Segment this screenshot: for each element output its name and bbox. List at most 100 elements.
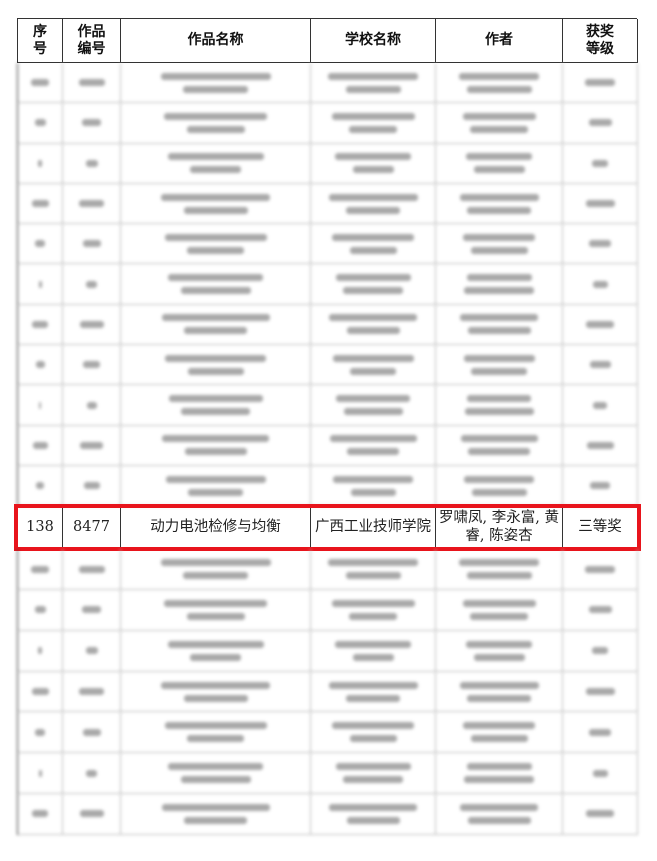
blurred-cell [563, 345, 638, 386]
blurred-text [349, 246, 397, 254]
blurred-text [585, 200, 615, 208]
blurred-cell [121, 143, 311, 184]
blurred-text [85, 647, 98, 655]
blurred-text [186, 612, 245, 620]
blurred-text [168, 274, 263, 282]
blurred-cell [18, 712, 63, 754]
blurred-cell [121, 630, 311, 672]
blurred-cell [563, 183, 638, 225]
blurred-text [459, 559, 539, 567]
blurred-cell [121, 794, 311, 835]
blurred-cell [63, 224, 121, 265]
blurred-cell [563, 753, 638, 795]
blurred-text [167, 153, 264, 161]
blurred-cell [311, 143, 436, 184]
blurred-text [346, 694, 400, 702]
blurred-row [17, 630, 638, 672]
blurred-cell [311, 671, 436, 713]
blurred-text [32, 320, 48, 328]
blurred-row [17, 345, 638, 386]
blurred-text [462, 112, 536, 120]
blurred-cell [63, 425, 121, 466]
awards-table: 序 号 作品 编号 作品名称 学校名称 作者 获奖 等级 138 8477 动力… [14, 18, 641, 835]
blurred-text [183, 85, 248, 93]
blurred-text [585, 79, 615, 87]
blurred-text [161, 314, 270, 322]
blurred-cell [436, 753, 563, 795]
blurred-text [589, 240, 611, 248]
header-award-label: 获奖 等级 [586, 23, 614, 57]
blurred-cell [436, 465, 563, 507]
blurred-text [187, 735, 244, 743]
blurred-cell [311, 224, 436, 265]
blurred-cell [311, 712, 436, 754]
blurred-text [460, 803, 538, 811]
blurred-text [85, 159, 98, 167]
blurred-text [167, 640, 264, 648]
blurred-cell [311, 183, 436, 225]
blurred-text [349, 125, 397, 133]
blurred-cell [121, 345, 311, 386]
blurred-text [467, 206, 531, 214]
blurred-cell [436, 712, 563, 754]
cell-work-name: 动力电池检修与均衡 [121, 506, 311, 550]
blurred-cell [63, 465, 121, 507]
blurred-cell [121, 224, 311, 265]
blurred-cell [18, 304, 63, 346]
blurred-text [467, 816, 531, 824]
blurred-text [161, 803, 270, 811]
blurred-row [17, 264, 638, 305]
blurred-cell [121, 63, 311, 104]
header-work-name: 作品名称 [121, 19, 311, 63]
blurred-text [31, 688, 49, 696]
blurred-text [464, 287, 534, 295]
blurred-text [335, 153, 411, 161]
blurred-cell [436, 103, 563, 144]
blurred-text [186, 125, 245, 133]
blurred-text [466, 274, 532, 282]
blurred-text [31, 200, 49, 208]
blurred-cell [18, 671, 63, 713]
blurred-text [332, 233, 414, 241]
header-school-label: 学校名称 [345, 32, 401, 48]
header-award: 获奖 等级 [563, 19, 638, 63]
blurred-text [331, 599, 415, 607]
blurred-cell [311, 794, 436, 835]
blurred-text [187, 246, 244, 254]
blurred-cell [18, 425, 63, 466]
blurred-text [346, 816, 400, 824]
blurred-cell [18, 63, 63, 104]
blurred-text [464, 475, 534, 483]
blurred-cell [436, 304, 563, 346]
blurred-cell [121, 590, 311, 631]
blurred-text [460, 314, 538, 322]
blurred-text [329, 803, 417, 811]
blurred-text [165, 475, 266, 483]
blurred-cell [311, 385, 436, 426]
blurred-text [181, 408, 250, 416]
blurred-cell [563, 425, 638, 466]
blurred-text [32, 441, 48, 449]
blurred-text [589, 728, 611, 736]
blurred-cell [63, 753, 121, 795]
blurred-text [82, 240, 101, 248]
blurred-text [352, 166, 394, 174]
blurred-row [17, 549, 638, 591]
blurred-text [586, 441, 614, 449]
blurred-text [335, 640, 411, 648]
blurred-row [17, 794, 638, 835]
blurred-text [470, 612, 528, 620]
blurred-text [82, 728, 101, 736]
blurred-text [36, 482, 44, 490]
blurred-text [79, 688, 104, 696]
blurred-text [467, 327, 531, 335]
blurred-text [162, 435, 269, 443]
blurred-cell [436, 143, 563, 184]
header-work-id-label: 作品 编号 [77, 23, 106, 57]
blurred-text [466, 763, 532, 771]
table-header: 序 号 作品 编号 作品名称 学校名称 作者 获奖 等级 [17, 18, 638, 63]
blurred-cell [121, 304, 311, 346]
blurred-text [168, 395, 263, 403]
blurred-text [592, 769, 608, 777]
blurred-text [343, 776, 403, 784]
